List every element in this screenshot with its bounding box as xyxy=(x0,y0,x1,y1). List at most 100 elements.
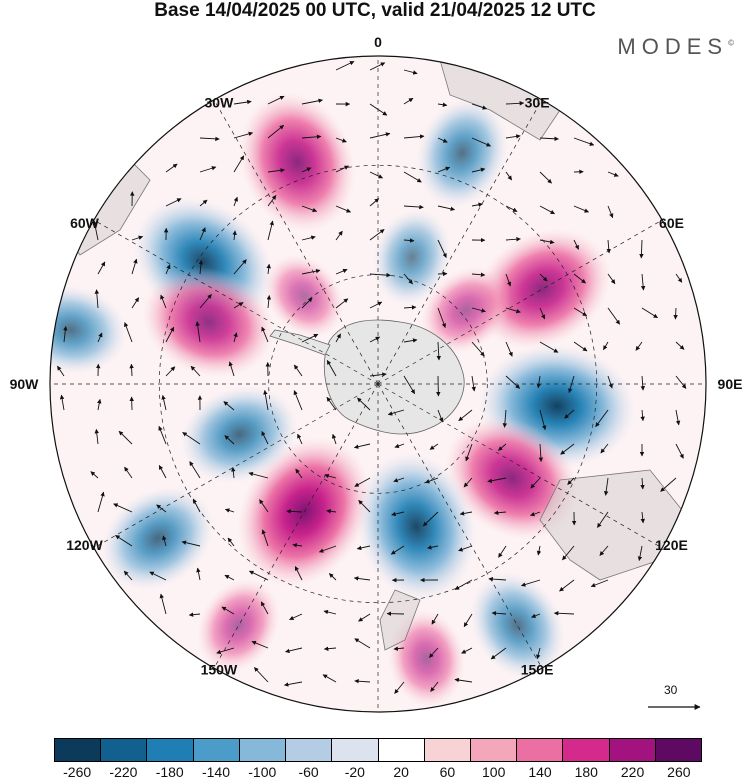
wind-arrow xyxy=(233,302,244,309)
wind-arrow xyxy=(498,545,507,558)
wind-arrow xyxy=(675,443,684,459)
colorbar-tick-label: 260 xyxy=(667,764,691,780)
wind-arrow xyxy=(437,205,456,212)
wind-arrow xyxy=(573,307,588,317)
wind-arrow xyxy=(660,477,677,492)
colorbar-segment xyxy=(101,739,148,761)
longitude-label-60w: 60W xyxy=(70,215,100,231)
wind-arrow xyxy=(471,103,488,110)
colorbar-segment xyxy=(147,739,194,761)
wind-arrow xyxy=(369,103,388,116)
anomaly-negative-6 xyxy=(355,452,477,602)
wind-arrow xyxy=(387,409,405,416)
wind-arrow xyxy=(471,375,476,392)
colorbar-tick-label: -60 xyxy=(298,764,319,780)
wind-arrow xyxy=(301,235,316,241)
wind-arrow xyxy=(463,613,473,628)
wind-arrow xyxy=(267,168,285,173)
meridian-210 xyxy=(213,383,379,669)
wind-arrow xyxy=(293,390,303,411)
wind-arrow xyxy=(490,647,507,660)
colorbar-tick-label: -20 xyxy=(344,764,365,780)
wind-arrow xyxy=(267,220,274,241)
wind-arrow xyxy=(530,511,541,517)
wind-arrow xyxy=(113,503,133,513)
wind-arrow xyxy=(289,613,303,621)
wind-arrow xyxy=(232,230,237,241)
wind-arrow xyxy=(505,375,521,389)
wind-arrow xyxy=(335,230,343,241)
wind-arrow xyxy=(301,134,322,139)
wind-arrow xyxy=(199,227,206,241)
anomaly-negative-9 xyxy=(101,486,215,591)
wind-arrow xyxy=(640,511,645,524)
wind-arrow xyxy=(539,205,555,215)
wind-arrow xyxy=(286,509,303,514)
wind-arrow xyxy=(181,540,201,547)
wind-arrow xyxy=(233,99,252,105)
wind-arrow xyxy=(505,171,513,181)
wind-arrow xyxy=(97,261,106,275)
colorbar-tick-label: 220 xyxy=(620,764,645,780)
colorbar-tick-label: -100 xyxy=(248,764,277,780)
wind-arrow xyxy=(354,638,371,649)
colorbar-tick-label: 60 xyxy=(439,764,456,780)
anomaly-positive-1 xyxy=(239,92,356,233)
wind-arrow xyxy=(216,647,235,655)
colorbar-segment xyxy=(193,739,240,761)
wind-arrow xyxy=(248,570,269,581)
wind-arrow xyxy=(394,443,405,449)
wind-arrow xyxy=(248,471,269,479)
wind-arrow xyxy=(471,272,486,277)
wind-arrow xyxy=(539,273,548,282)
wind-arrow xyxy=(335,165,350,173)
wind-arrow xyxy=(331,433,337,445)
wind-arrow xyxy=(403,171,422,183)
wind-arrow xyxy=(323,609,337,615)
wind-arrow xyxy=(607,273,616,285)
meridian-120 xyxy=(377,383,663,549)
wind-arrow xyxy=(539,171,552,184)
wind-arrow xyxy=(285,647,303,654)
wind-arrow xyxy=(393,646,405,651)
wind-arrow xyxy=(673,307,678,320)
colorbar-segment xyxy=(286,739,333,761)
anomaly-positive-16 xyxy=(420,266,512,354)
longitude-label-30w: 30W xyxy=(205,95,235,111)
colorbar-segment xyxy=(517,739,564,761)
wind-arrow xyxy=(436,341,442,361)
wind-arrow xyxy=(90,471,99,479)
meridian-60 xyxy=(377,219,663,385)
wind-arrow xyxy=(149,571,167,581)
wind-arrow xyxy=(261,326,269,343)
longitude-label-0: 0 xyxy=(374,34,382,50)
wind-arrow xyxy=(295,468,303,479)
meridian-300 xyxy=(93,219,379,385)
wind-arrow xyxy=(505,205,518,212)
wind-arrow xyxy=(267,95,285,105)
wind-arrow xyxy=(431,613,439,625)
wind-arrow xyxy=(390,545,405,555)
wind-arrow xyxy=(301,167,312,173)
wind-arrow xyxy=(595,409,609,428)
meridian-30 xyxy=(377,99,543,385)
colorbar-segment xyxy=(239,739,287,761)
anomaly-positive-3 xyxy=(474,228,611,350)
wind-arrow xyxy=(224,574,235,581)
meridian-240 xyxy=(93,383,379,549)
wind-arrow xyxy=(259,499,269,513)
wind-arrow xyxy=(335,137,347,143)
wind-arrow xyxy=(437,166,451,173)
wind-arrow xyxy=(165,366,176,377)
wind-arrow xyxy=(301,333,319,343)
wind-arrow xyxy=(158,465,167,479)
wind-arrow xyxy=(607,205,614,219)
longitude-labels: 0 30E 60E 90E 120E 150E 180 150W 120W 90W 60W 30W xyxy=(10,34,743,735)
wind-arrow xyxy=(224,435,235,445)
wind-arrow xyxy=(461,647,473,654)
colorbar-tick-label: 100 xyxy=(482,764,506,780)
colorbar-tick-label: 180 xyxy=(574,764,598,780)
wind-arrow xyxy=(326,396,337,411)
wind-arrow xyxy=(357,397,371,411)
wind-arrow xyxy=(195,321,201,343)
